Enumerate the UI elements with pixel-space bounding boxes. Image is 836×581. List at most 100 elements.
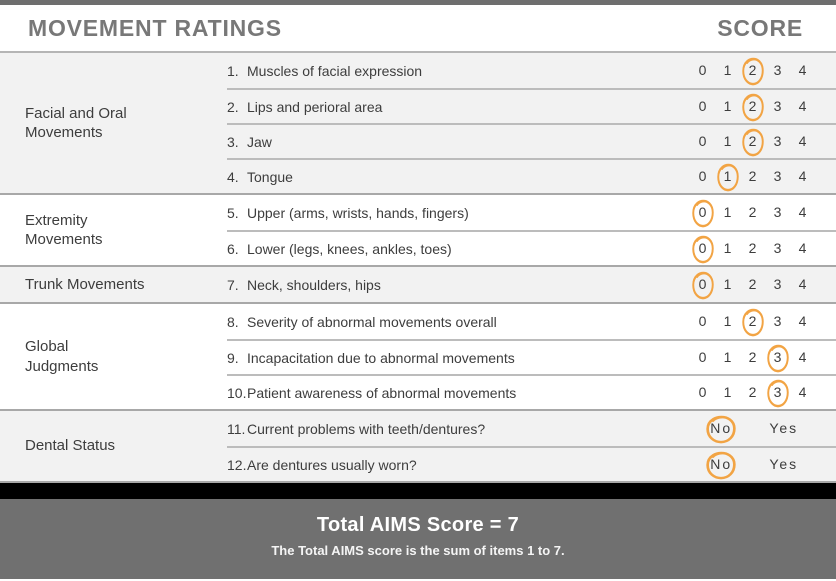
item-number: 11.: [227, 420, 246, 437]
form-header: MOVEMENT RATINGS SCORE: [0, 5, 836, 53]
score-option[interactable]: 1: [723, 384, 732, 400]
score-column-header: SCORE: [717, 14, 803, 41]
score-option-circled[interactable]: 1: [715, 159, 740, 194]
score-option[interactable]: 1: [723, 98, 732, 114]
score-option[interactable]: 4: [798, 168, 807, 184]
score-option[interactable]: 0: [698, 384, 707, 400]
score-option-circled[interactable]: No: [690, 447, 753, 482]
page-title: MOVEMENT RATINGS: [28, 14, 282, 41]
item-number: 9.: [227, 349, 239, 366]
score-option[interactable]: 4: [798, 98, 807, 114]
item-number: 5.: [227, 204, 239, 221]
score-option[interactable]: 3: [773, 313, 782, 329]
score-option[interactable]: 2: [748, 276, 757, 292]
score-option[interactable]: Yes: [769, 420, 799, 436]
selection-circle-icon: [691, 235, 714, 263]
score-option-circled[interactable]: No: [690, 411, 753, 446]
item: 8. Severity of abnormal movements overall: [227, 314, 690, 330]
score-option[interactable]: 1: [723, 276, 732, 292]
score-option[interactable]: 4: [798, 313, 807, 329]
score-option[interactable]: 4: [798, 62, 807, 78]
score-option[interactable]: 1: [723, 349, 732, 365]
score-option[interactable]: 3: [773, 62, 782, 78]
score-option[interactable]: 1: [723, 204, 732, 220]
item-label: Are dentures usually worn?: [247, 456, 417, 473]
table-row: 6. Lower (legs, knees, ankles, toes) 0 1 2 3 4: [227, 230, 836, 265]
score-option[interactable]: 3: [773, 276, 782, 292]
top-accent-bar: [0, 0, 836, 5]
total-score-footer: Total AIMS Score = 7 The Total AIMS scor…: [0, 499, 836, 579]
item: 7. Neck, shoulders, hips: [227, 277, 690, 293]
selection-circle-icon: [716, 163, 739, 191]
score-option[interactable]: 0: [698, 313, 707, 329]
total-score-note: The Total AIMS score is the sum of items…: [271, 543, 565, 558]
selection-circle-icon: [741, 93, 764, 121]
score-option[interactable]: 4: [798, 240, 807, 256]
item-label: Current problems with teeth/dentures?: [247, 420, 486, 437]
total-score: Total AIMS Score = 7: [316, 514, 520, 536]
item-label: Jaw: [247, 133, 272, 150]
score-option[interactable]: 3: [773, 168, 782, 184]
score-option[interactable]: Yes: [769, 456, 799, 472]
score-option-circled[interactable]: 0: [690, 195, 715, 230]
item-number: 2.: [227, 98, 239, 115]
score-option[interactable]: 0: [698, 349, 707, 365]
score-option[interactable]: 2: [748, 384, 757, 400]
score-option-circled[interactable]: 2: [740, 304, 765, 339]
table-row: 2. Lips and perioral area 0 1 2 3 4: [227, 88, 836, 123]
selection-circle-icon: [706, 415, 736, 443]
rating-section: Global Judgments 8. Severity of abnormal m…: [0, 304, 836, 411]
table-row: 7. Neck, shoulders, hips 0 1 2 3 4: [227, 267, 836, 302]
score-option[interactable]: 3: [773, 133, 782, 149]
score-option[interactable]: 3: [773, 240, 782, 256]
score-option[interactable]: 2: [748, 204, 757, 220]
score-option[interactable]: 1: [723, 62, 732, 78]
item: 5. Upper (arms, wrists, hands, fingers): [227, 205, 690, 221]
item-label: Incapacitation due to abnormal movements: [247, 349, 515, 366]
score-option[interactable]: 0: [698, 168, 707, 184]
table-row: 5. Upper (arms, wrists, hands, fingers) 0 1…: [227, 195, 836, 230]
score-option[interactable]: 2: [748, 240, 757, 256]
score-option[interactable]: 2: [748, 168, 757, 184]
score-option[interactable]: 1: [723, 240, 732, 256]
score-option-circled[interactable]: 3: [765, 340, 790, 375]
score-option[interactable]: 3: [773, 98, 782, 114]
divider-bar: [0, 483, 836, 499]
score-option[interactable]: 3: [773, 204, 782, 220]
score-options: No Yes: [690, 411, 815, 446]
category-label: Trunk Movements: [25, 275, 145, 293]
item-label: Severity of abnormal movements overall: [247, 313, 497, 330]
item-label: Tongue: [247, 168, 293, 185]
score-option[interactable]: 1: [723, 313, 732, 329]
score-option[interactable]: 0: [698, 98, 707, 114]
score-option-circled[interactable]: 2: [740, 124, 765, 159]
selection-circle-icon: [691, 271, 714, 299]
score-option[interactable]: 4: [798, 349, 807, 365]
table-row: 11. Current problems with teeth/dentures?…: [227, 411, 836, 446]
score-option[interactable]: 4: [798, 384, 807, 400]
item: 11. Current problems with teeth/dentures?: [227, 421, 690, 437]
score-option[interactable]: 4: [798, 133, 807, 149]
item: 10. Patient awareness of abnormal movemen…: [227, 385, 690, 401]
score-option[interactable]: 2: [748, 349, 757, 365]
score-option-circled[interactable]: 0: [690, 267, 715, 302]
score-option[interactable]: 0: [698, 133, 707, 149]
score-option-circled[interactable]: 3: [765, 375, 790, 410]
item-number: 4.: [227, 168, 239, 185]
selection-circle-icon: [766, 379, 789, 407]
score-option-circled[interactable]: 0: [690, 231, 715, 266]
score-option[interactable]: 4: [798, 276, 807, 292]
score-option-circled[interactable]: 2: [740, 53, 765, 88]
score-option-circled[interactable]: 2: [740, 89, 765, 124]
score-option[interactable]: 4: [798, 204, 807, 220]
score-option[interactable]: 0: [698, 62, 707, 78]
section-rows: 1. Muscles of facial expression 0 1 2 3 4 2. Lip…: [227, 53, 836, 193]
score-option[interactable]: 1: [723, 133, 732, 149]
